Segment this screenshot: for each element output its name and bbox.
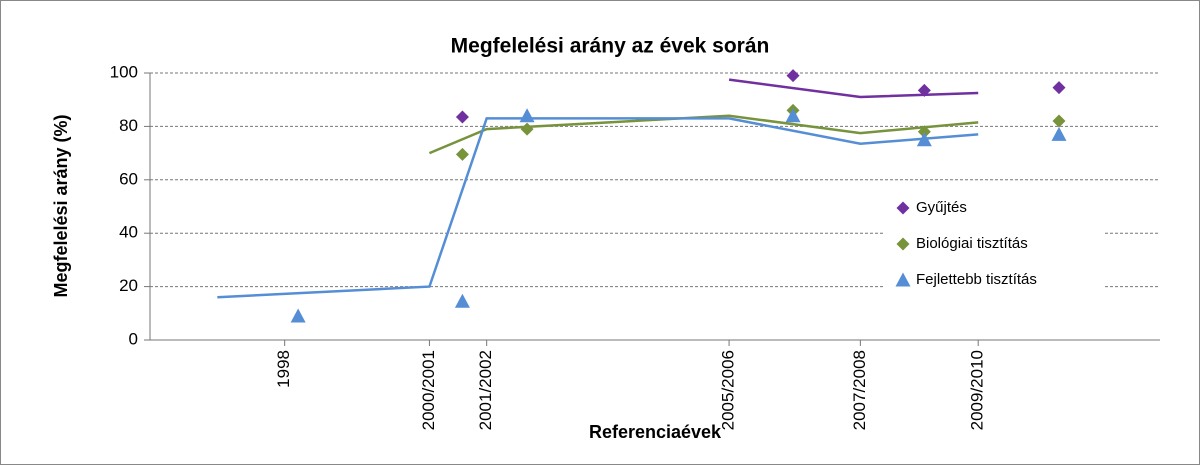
chart-title: Megfelelési arány az évek során [451,35,770,58]
plot-area [217,69,1067,323]
diamond-marker [1052,114,1066,128]
diamond-marker [896,237,910,251]
y-tick-label: 40 [119,223,138,242]
y-axis-title: Megfelelési arány (%) [51,114,71,297]
x-tick-label: 2007/2008 [850,350,869,430]
legend: Gyűjtés Biológiai tisztítás Fejlettebb tis… [885,190,1105,300]
triangle-marker [1051,126,1067,141]
triangle-marker [290,308,306,323]
triangle-marker [895,272,911,287]
diamond-marker [896,201,910,215]
x-tick-label: 2001/2002 [476,350,495,430]
x-axis-title: Referenciaévek [589,422,722,442]
grid [144,72,1160,346]
diamond-marker [455,110,469,124]
x-tick-label: 1998 [274,350,293,388]
y-tick-label: 20 [119,276,138,295]
x-tick-label: 2005/2006 [719,350,738,430]
y-tick-label: 0 [129,329,138,348]
y-tick-label: 80 [119,116,138,135]
legend-box [885,190,1105,300]
diamond-marker [520,122,534,136]
trend-line [428,114,979,155]
triangle-marker [785,108,801,123]
diamond-marker [455,147,469,161]
legend-label: Gyűjtés [916,199,967,216]
y-tick-label: 100 [110,62,138,81]
x-tick-label: 2009/2010 [968,350,987,430]
triangle-marker [454,293,470,308]
legend-label: Fejlettebb tisztítás [916,271,1037,288]
diamond-marker [786,69,800,83]
diamond-marker [1052,81,1066,95]
y-tick-label: 60 [119,169,138,188]
x-tick-label: 2000/2001 [419,350,438,430]
trend-line [728,78,979,99]
legend-label: Biológiai tisztítás [916,235,1028,252]
trend-line [217,117,979,299]
